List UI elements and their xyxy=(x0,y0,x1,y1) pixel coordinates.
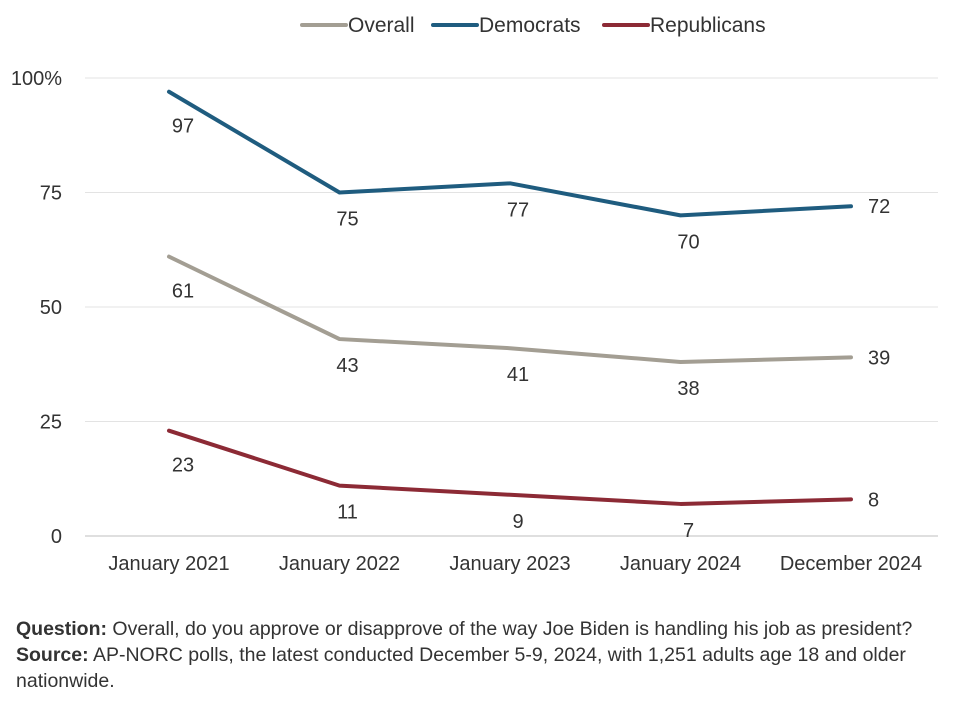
series-lines xyxy=(167,89,853,506)
legend-label: Democrats xyxy=(479,14,581,37)
y-tick-label: 75 xyxy=(40,183,62,205)
y-axis: 0 25 50 75 100% xyxy=(11,68,62,548)
legend-label: Republicans xyxy=(650,14,766,37)
data-label: 38 xyxy=(677,378,699,400)
x-tick-label: January 2023 xyxy=(449,553,570,575)
series-line-democrats xyxy=(167,89,853,218)
data-label: 23 xyxy=(172,455,194,477)
x-tick-label: January 2022 xyxy=(279,553,400,575)
y-tick-label: 0 xyxy=(51,526,62,548)
gridlines xyxy=(85,77,938,537)
series-line-republicans xyxy=(167,428,853,506)
legend: Overall Democrats Republicans xyxy=(300,14,766,37)
data-label: 97 xyxy=(172,116,194,138)
chart-notes: Question: Overall, do you approve or dis… xyxy=(16,616,966,694)
y-tick-label: 100% xyxy=(11,68,62,90)
question-note: Question: Overall, do you approve or dis… xyxy=(16,616,966,642)
data-label: 72 xyxy=(868,196,890,218)
y-tick-label: 50 xyxy=(40,297,62,319)
data-label: 39 xyxy=(868,347,890,369)
data-label: 61 xyxy=(172,281,194,303)
legend-label: Overall xyxy=(348,14,415,37)
data-label: 41 xyxy=(507,364,529,386)
x-tick-label: December 2024 xyxy=(780,553,922,575)
source-label: Source: xyxy=(16,644,89,666)
data-label: 9 xyxy=(512,511,523,533)
question-label: Question: xyxy=(16,618,107,640)
question-text: Overall, do you approve or disapprove of… xyxy=(107,618,913,640)
data-label: 70 xyxy=(677,231,699,253)
source-text: AP-NORC polls, the latest conducted Dece… xyxy=(16,644,906,692)
data-label: 75 xyxy=(336,209,358,231)
x-tick-label: January 2024 xyxy=(620,553,741,575)
series-line-overall xyxy=(167,254,853,364)
y-tick-label: 25 xyxy=(40,412,62,434)
data-label: 8 xyxy=(868,489,879,511)
source-note: Source: AP-NORC polls, the latest conduc… xyxy=(16,642,966,694)
x-axis: January 2021 January 2022 January 2023 Janu… xyxy=(108,553,922,575)
x-tick-label: January 2021 xyxy=(108,553,229,575)
data-label: 11 xyxy=(337,502,358,524)
data-label: 43 xyxy=(336,355,358,377)
data-label: 77 xyxy=(507,199,529,221)
data-label: 7 xyxy=(683,520,694,542)
